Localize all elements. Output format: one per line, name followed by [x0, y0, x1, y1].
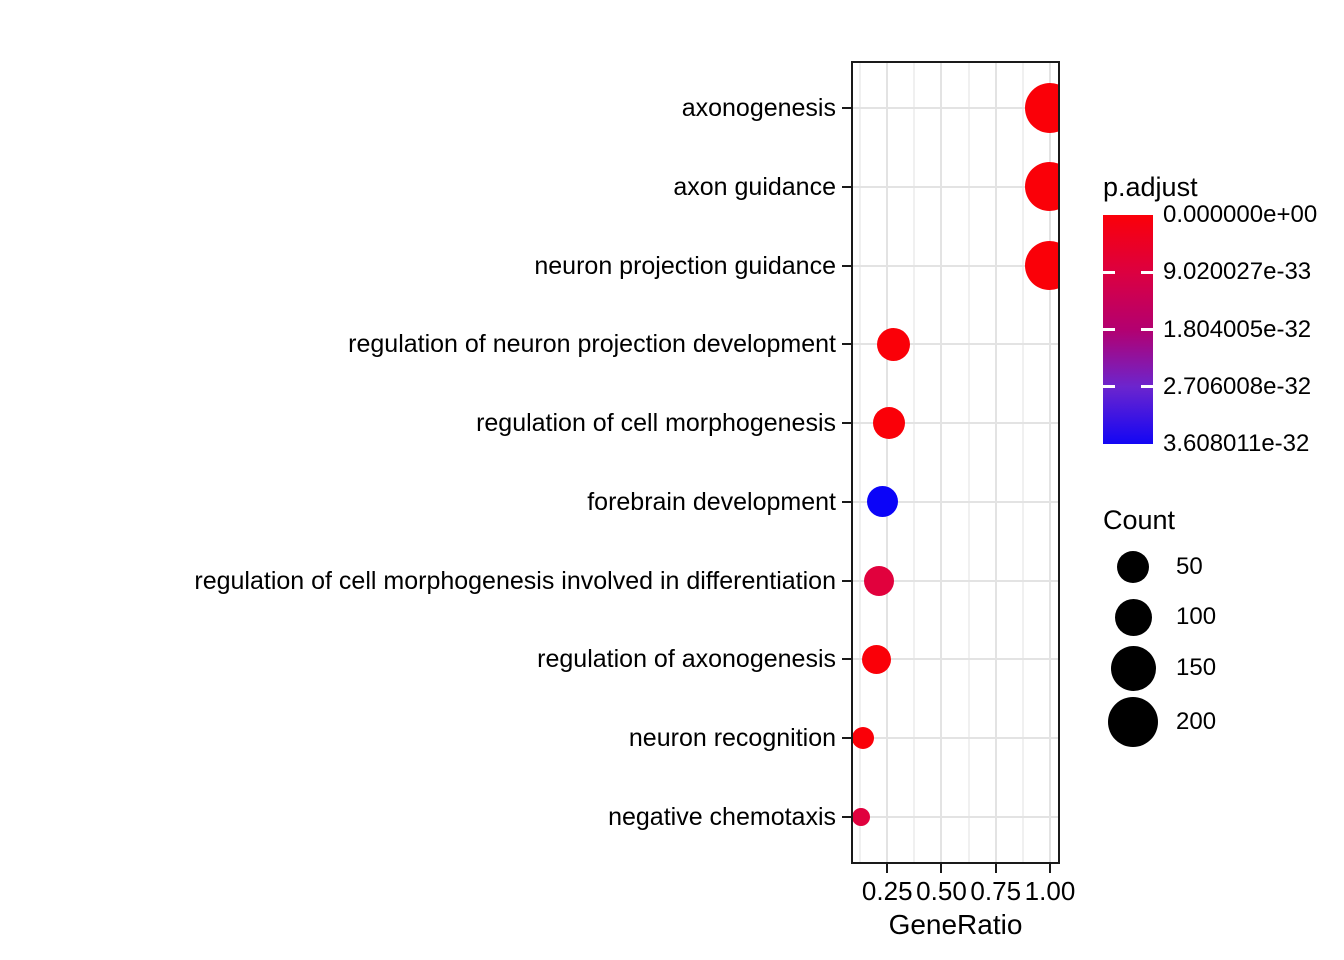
- data-point-negative-chemotaxis: [853, 807, 871, 826]
- size-legend-circle-200: [1108, 697, 1158, 747]
- y-axis-label: regulation of cell morphogenesis involve…: [194, 566, 836, 595]
- colorbar-tick-label: 9.020027e-33: [1163, 258, 1312, 286]
- data-point-regulation-of-axonogenesis: [861, 644, 891, 674]
- x-axis-tick-mark: [1048, 864, 1051, 873]
- x-axis-tick-mark: [994, 864, 997, 873]
- y-axis-tick-mark: [842, 815, 851, 818]
- size-legend-title: Count: [1103, 505, 1176, 535]
- y-axis-tick-mark: [842, 185, 851, 188]
- y-axis-tick-mark: [842, 658, 851, 661]
- data-point-neuron-recognition: [853, 727, 875, 750]
- gridline-major-vertical: [994, 63, 997, 862]
- gridline-major-vertical: [886, 63, 889, 862]
- y-axis-tick-mark: [842, 422, 851, 425]
- colorbar-tick-label: 0.000000e+00: [1163, 201, 1318, 228]
- data-point-axon-guidance: [1025, 162, 1058, 212]
- size-legend-circle-50: [1117, 551, 1149, 583]
- gridline-major-horizontal: [853, 658, 1058, 661]
- y-axis-label: axonogenesis: [681, 94, 836, 123]
- colorbar-tick: [1103, 385, 1115, 389]
- x-axis-tick-label: 1.00: [1024, 876, 1076, 906]
- colorbar-gradient: [1103, 215, 1153, 444]
- colorbar-tick: [1141, 270, 1153, 274]
- data-point-neuron-projection-guidance: [1025, 241, 1058, 291]
- colorbar-tick-label: 1.804005e-32: [1163, 315, 1312, 343]
- gridline-major-vertical: [1048, 63, 1051, 862]
- y-axis-label: neuron projection guidance: [534, 251, 836, 280]
- x-axis-tick-label: 0.50: [916, 876, 967, 906]
- gridline-major-horizontal: [853, 815, 1058, 818]
- gridline-major-horizontal: [853, 185, 1058, 188]
- size-legend-circle-150: [1110, 645, 1156, 691]
- y-axis-tick-mark: [842, 343, 851, 346]
- gridline-major-horizontal: [853, 107, 1058, 110]
- colorbar-tick: [1103, 270, 1115, 274]
- gridline-major-horizontal: [853, 422, 1058, 425]
- y-axis-label: regulation of axonogenesis: [537, 645, 836, 674]
- y-axis-tick-mark: [842, 737, 851, 740]
- gridline-major-horizontal: [853, 264, 1058, 267]
- y-axis-label: regulation of cell morphogenesis: [476, 409, 836, 438]
- colorbar-tick: [1103, 328, 1115, 331]
- size-legend-label: 150: [1176, 654, 1217, 681]
- y-axis-tick-mark: [842, 579, 851, 582]
- data-point-regulation-of-cell-morphogenesis-involved-in-differentiation: [863, 565, 894, 596]
- gridline-major-horizontal: [853, 500, 1058, 503]
- y-axis-label: negative chemotaxis: [608, 802, 836, 831]
- colorbar-legend-title: p.adjust: [1103, 172, 1198, 202]
- gridline-minor-vertical: [913, 63, 916, 862]
- data-point-axonogenesis: [1024, 83, 1058, 134]
- plot-panel: [851, 61, 1060, 864]
- x-axis-tick-mark: [886, 864, 889, 873]
- data-point-regulation-of-cell-morphogenesis: [873, 407, 906, 440]
- size-legend-label: 100: [1176, 603, 1217, 630]
- colorbar-tick: [1141, 385, 1153, 389]
- y-axis-tick-mark: [842, 500, 851, 503]
- x-axis-title: GeneRatio: [888, 909, 1023, 940]
- colorbar-tick-label: 3.608011e-32: [1163, 430, 1310, 457]
- x-axis-tick-label: 0.25: [861, 876, 913, 906]
- size-legend-label: 200: [1176, 708, 1217, 735]
- data-point-forebrain-development: [867, 486, 899, 518]
- gridline-major-vertical: [940, 63, 943, 862]
- y-axis-tick-mark: [842, 107, 851, 110]
- y-axis-label: forebrain development: [587, 487, 836, 516]
- size-legend-circle-100: [1114, 598, 1152, 636]
- data-point-regulation-of-neuron-projection-development: [877, 327, 911, 361]
- y-axis-label: neuron recognition: [628, 724, 836, 753]
- gridline-minor-vertical: [1021, 63, 1024, 862]
- x-axis-tick-label: 0.75: [970, 876, 1022, 906]
- y-axis-label: axon guidance: [673, 172, 836, 201]
- gridline-minor-vertical: [967, 63, 970, 862]
- x-axis-tick-mark: [940, 864, 943, 873]
- colorbar-tick-label: 2.706008e-32: [1163, 372, 1312, 400]
- gridline-minor-vertical: [859, 63, 862, 862]
- y-axis-tick-mark: [842, 264, 851, 267]
- gridline-major-horizontal: [853, 737, 1058, 740]
- colorbar-tick: [1141, 328, 1153, 331]
- gridline-major-horizontal: [853, 579, 1058, 582]
- gridline-major-horizontal: [853, 343, 1058, 346]
- size-legend-label: 50: [1176, 553, 1203, 580]
- y-axis-label: regulation of neuron projection developm…: [348, 330, 836, 359]
